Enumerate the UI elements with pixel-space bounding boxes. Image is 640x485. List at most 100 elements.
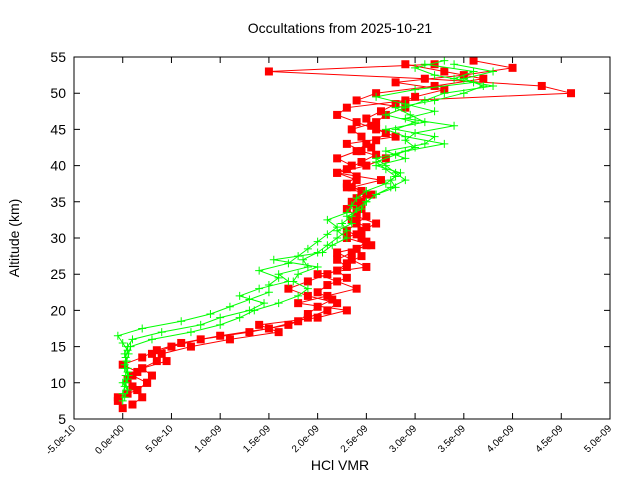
data-point-plus	[333, 226, 342, 235]
x-tick-label: 2.5e-09	[339, 423, 371, 455]
data-point-plus	[391, 125, 400, 134]
data-point-plus	[362, 197, 371, 206]
data-point-square	[352, 230, 361, 239]
data-point-plus	[186, 328, 195, 337]
data-point-square	[152, 357, 161, 366]
data-point-plus	[411, 63, 420, 72]
data-point-square	[147, 349, 156, 358]
data-point-square	[357, 252, 366, 261]
data-point-plus	[401, 114, 410, 123]
data-point-square	[294, 299, 303, 308]
data-point-plus	[450, 74, 459, 83]
data-point-square	[138, 393, 147, 402]
data-point-square	[342, 139, 351, 148]
data-point-square	[362, 161, 371, 170]
data-point-plus	[386, 183, 395, 192]
data-point-square	[342, 262, 351, 271]
data-point-plus	[386, 176, 395, 185]
data-point-square	[352, 219, 361, 228]
data-point-plus	[338, 219, 346, 228]
data-point-square	[303, 313, 312, 322]
data-point-plus	[450, 121, 459, 130]
x-tick-label: 4.0e-09	[485, 423, 517, 455]
data-point-square	[352, 118, 361, 127]
data-point-square	[118, 404, 127, 413]
data-point-plus	[362, 186, 371, 195]
data-point-square	[372, 219, 381, 228]
data-point-square	[362, 139, 371, 148]
data-point-plus	[430, 107, 439, 116]
data-point-square	[367, 143, 376, 152]
x-tick-label: 4.5e-09	[534, 423, 566, 455]
data-point-plus	[381, 147, 390, 156]
data-point-square	[313, 270, 322, 279]
y-tick-label: 35	[50, 194, 66, 210]
data-point-square	[323, 270, 332, 279]
data-point-square	[255, 320, 264, 329]
data-point-plus	[269, 255, 278, 264]
data-point-square	[391, 132, 400, 141]
data-point-square	[216, 331, 225, 340]
data-point-square	[362, 114, 371, 123]
data-point-square	[362, 223, 371, 232]
data-point-plus	[318, 248, 327, 257]
data-point-square	[357, 226, 366, 235]
x-tick-label: 1.5e-09	[241, 423, 273, 455]
data-point-square	[372, 136, 381, 145]
data-point-square	[333, 299, 342, 308]
data-point-square	[313, 302, 322, 311]
x-tick-label: 0.0e+00	[93, 423, 127, 457]
data-point-plus	[157, 328, 166, 337]
data-point-square	[372, 125, 381, 134]
data-point-square	[274, 328, 283, 337]
data-point-plus	[440, 56, 449, 65]
data-point-plus	[255, 284, 264, 293]
data-point-plus	[347, 219, 356, 228]
x-tick-label: 3.5e-09	[436, 423, 468, 455]
data-point-square	[352, 147, 361, 156]
y-tick-label: 10	[50, 375, 66, 391]
data-point-plus	[357, 205, 366, 214]
data-point-plus	[284, 259, 293, 268]
data-point-square	[347, 248, 356, 257]
data-point-plus	[313, 237, 322, 246]
data-point-square	[367, 241, 376, 250]
data-point-plus	[294, 291, 303, 300]
data-point-square	[167, 342, 176, 351]
data-point-square	[352, 284, 361, 293]
data-point-plus	[459, 74, 468, 83]
data-point-square	[333, 110, 342, 119]
data-point-plus	[128, 335, 137, 344]
data-point-square	[357, 132, 366, 141]
data-point-square	[245, 328, 254, 337]
data-point-plus	[401, 154, 410, 163]
data-point-plus	[264, 281, 273, 290]
data-point-square	[347, 183, 356, 192]
data-point-plus	[196, 320, 205, 329]
data-point-plus	[479, 81, 488, 90]
data-point-plus	[430, 96, 439, 105]
x-tick-label: 3.0e-09	[387, 423, 419, 455]
data-point-plus	[420, 118, 429, 127]
data-point-square	[347, 125, 356, 134]
data-point-plus	[274, 270, 283, 279]
data-point-square	[357, 147, 366, 156]
data-point-square	[342, 306, 351, 315]
data-point-square	[342, 183, 351, 192]
series-line-0	[117, 60, 513, 409]
data-point-plus	[250, 306, 259, 315]
y-tick-label: 40	[50, 158, 66, 174]
data-point-square	[347, 255, 356, 264]
data-point-plus	[333, 234, 342, 242]
data-point-plus	[124, 349, 133, 358]
data-point-square	[128, 400, 137, 409]
data-point-square	[342, 165, 351, 174]
data-point-square	[567, 89, 576, 98]
data-point-square	[162, 357, 171, 366]
data-point-square	[372, 118, 381, 127]
x-axis-label: HCl VMR	[311, 457, 369, 473]
data-point-plus	[459, 89, 468, 98]
data-point-plus	[323, 215, 332, 224]
data-point-square	[430, 81, 439, 90]
